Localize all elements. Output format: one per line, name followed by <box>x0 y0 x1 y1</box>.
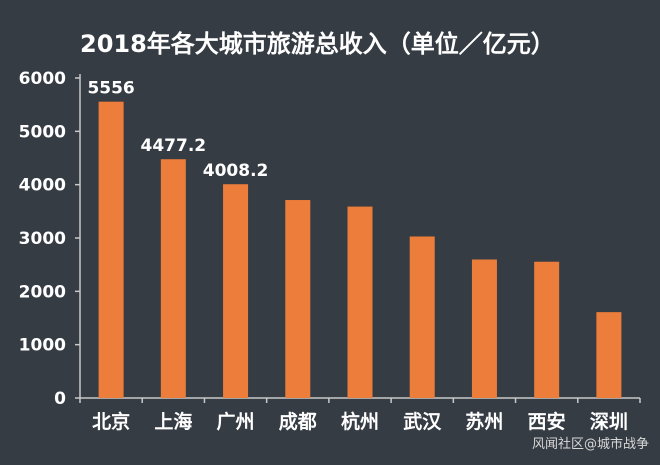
y-tick-label: 0 <box>54 389 66 409</box>
x-tick-label: 武汉 <box>403 411 442 433</box>
data-labels: 5556 4477.2 4008.2 <box>87 79 268 182</box>
bar-1 <box>98 101 124 399</box>
bar-6 <box>409 236 435 398</box>
x-tick-label: 杭州 <box>341 410 379 433</box>
y-axis-ticks: 0 1000 2000 3000 4000 5000 6000 <box>19 69 80 409</box>
bar-3 <box>223 184 249 398</box>
bar-9 <box>596 312 622 398</box>
bar-8 <box>534 261 560 398</box>
y-tick-label: 1000 <box>19 336 66 356</box>
x-axis-labels: 北京 上海 广州 成都 杭州 武汉 苏州 西安 深圳 <box>92 410 628 433</box>
data-label: 4477.2 <box>141 136 207 156</box>
x-tick-label: 深圳 <box>590 410 628 433</box>
x-tick-label: 成都 <box>279 410 317 433</box>
x-tick-label: 北京 <box>92 410 130 433</box>
bar-2 <box>160 159 186 398</box>
bars <box>98 101 622 399</box>
x-tick-label: 西安 <box>528 410 566 433</box>
x-tick-label: 广州 <box>217 410 255 433</box>
data-label: 4008.2 <box>203 161 269 181</box>
y-tick-label: 6000 <box>19 69 66 89</box>
bar-7 <box>471 259 497 398</box>
y-tick-label: 5000 <box>19 122 66 142</box>
watermark: 风闻社区@城市战争 <box>532 436 649 452</box>
y-tick-label: 3000 <box>19 229 66 249</box>
x-tick-label: 苏州 <box>465 410 503 433</box>
bar-5 <box>347 206 373 398</box>
bar-4 <box>285 200 311 398</box>
y-tick-label: 2000 <box>19 282 66 302</box>
x-tick-label: 上海 <box>154 410 192 433</box>
chart-title: 2018年各大城市旅游总收入（单位／亿元） <box>80 30 555 58</box>
y-tick-label: 4000 <box>19 176 66 196</box>
data-label: 5556 <box>87 79 134 99</box>
